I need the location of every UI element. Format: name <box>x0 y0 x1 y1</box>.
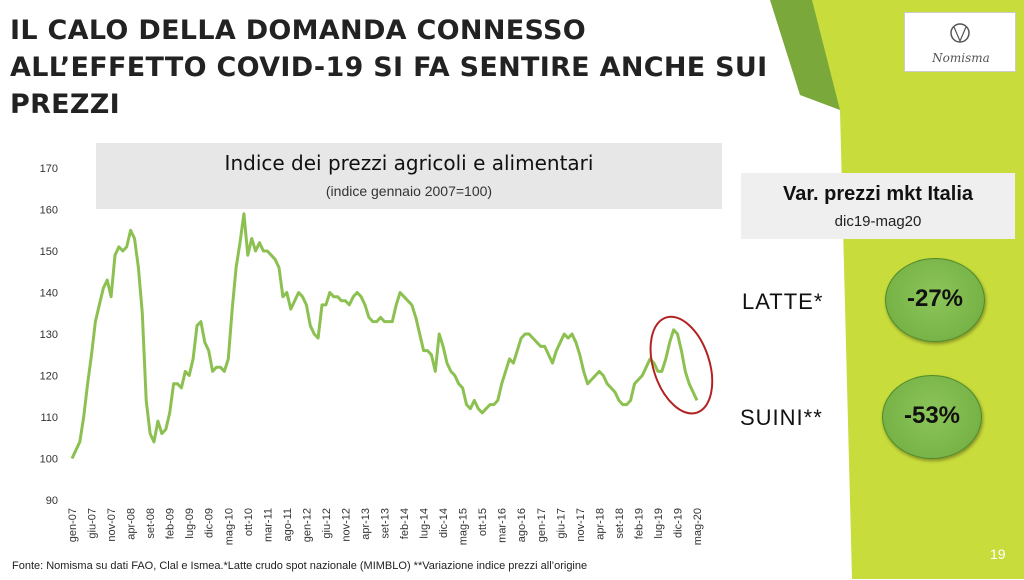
y-tick-label: 150 <box>40 246 58 258</box>
latte-value-bubble: -27% <box>885 258 985 342</box>
x-tick-label: ott-10 <box>243 508 255 536</box>
x-tick-label: ago-16 <box>516 508 528 542</box>
suini-value-bubble: -53% <box>882 375 982 459</box>
y-axis: 90 100 110 120 130 140 150 160 170 <box>40 163 58 507</box>
panel-subtitle: dic19-mag20 <box>834 213 922 230</box>
accent-band-dark <box>770 0 840 110</box>
chart-header: Indice dei prezzi agricoli e alimentari … <box>96 143 722 209</box>
x-tick-label: lug-09 <box>184 508 196 539</box>
x-tick-label: set-08 <box>145 508 157 539</box>
x-tick-label: gen-12 <box>301 508 313 542</box>
y-tick-label: 90 <box>46 495 58 507</box>
x-tick-label: nov-07 <box>106 508 118 542</box>
price-index-chart: 90 100 110 120 130 140 150 160 170 gen-07 giu-07 n… <box>40 163 714 545</box>
x-tick-label: set-13 <box>380 508 392 539</box>
latte-label: LATTE* <box>742 289 824 314</box>
x-tick-label: set-18 <box>614 508 626 539</box>
latte-value: -27% <box>906 285 964 312</box>
recent-drop-highlight <box>649 315 714 415</box>
suini-label: SUINI** <box>740 405 823 430</box>
x-tick-label: mar-16 <box>497 508 509 543</box>
x-tick-label: dic-14 <box>438 508 450 538</box>
slide-title: IL CALO DELLA DOMANDA CONNESSO ALL’EFFET… <box>10 12 800 123</box>
y-tick-label: 120 <box>40 371 58 383</box>
x-tick-label: mag-10 <box>223 508 235 545</box>
y-tick-label: 170 <box>40 163 58 175</box>
y-tick-label: 160 <box>40 205 58 217</box>
panel-title: Var. prezzi mkt Italia <box>782 183 974 205</box>
title-line: ALL’EFFETTO COVID-19 SI FA SENTIRE ANCHE… <box>10 52 768 83</box>
logo-emblem-icon <box>950 23 970 43</box>
suini-value: -53% <box>903 402 961 429</box>
x-tick-label: apr-18 <box>594 508 606 540</box>
x-tick-label: giu-17 <box>555 508 567 539</box>
price-index-line <box>70 212 699 460</box>
source-note: Fonte: Nomisma su dati FAO, Clal e Ismea… <box>12 560 588 572</box>
x-tick-label: lug-14 <box>419 508 431 539</box>
x-tick-label: dic-09 <box>204 508 216 538</box>
y-tick-label: 140 <box>40 288 58 300</box>
title-line: PREZZI <box>10 89 121 120</box>
x-tick-label: mar-11 <box>262 508 274 542</box>
logo-text: Nomisma <box>932 51 990 65</box>
y-tick-label: 110 <box>40 412 58 424</box>
chart-subtitle: (indice gennaio 2007=100) <box>325 183 493 199</box>
x-axis: gen-07 giu-07 nov-07 apr-08 set-08 feb-09 lug-… <box>67 508 704 545</box>
x-tick-label: giu-07 <box>87 508 99 539</box>
x-tick-label: lug-19 <box>653 508 665 539</box>
x-tick-label: feb-19 <box>633 508 645 539</box>
market-variation-panel: Var. prezzi mkt Italia dic19-mag20 <box>741 173 1015 239</box>
x-tick-label: feb-14 <box>399 508 411 539</box>
nomisma-logo: Nomisma <box>904 12 1016 72</box>
x-tick-label: mag-20 <box>692 508 704 545</box>
chart-title: Indice dei prezzi agricoli e alimentari <box>224 151 594 175</box>
x-tick-label: mag-15 <box>458 508 470 545</box>
x-tick-label: dic-19 <box>672 508 684 538</box>
x-tick-label: nov-17 <box>575 508 587 542</box>
page-number: 19 <box>990 546 1006 562</box>
y-tick-label: 130 <box>40 329 58 341</box>
y-tick-label: 100 <box>40 454 58 466</box>
x-tick-label: nov-12 <box>340 508 352 542</box>
x-tick-label: ago-11 <box>282 508 294 541</box>
x-tick-label: feb-09 <box>165 508 177 539</box>
x-tick-label: gen-17 <box>536 508 548 542</box>
title-line: IL CALO DELLA DOMANDA CONNESSO <box>10 15 586 46</box>
x-tick-label: apr-13 <box>360 508 372 540</box>
x-tick-label: gen-07 <box>67 508 79 542</box>
x-tick-label: apr-08 <box>126 508 138 540</box>
x-tick-label: giu-12 <box>321 508 333 539</box>
x-tick-label: ott-15 <box>477 508 489 536</box>
